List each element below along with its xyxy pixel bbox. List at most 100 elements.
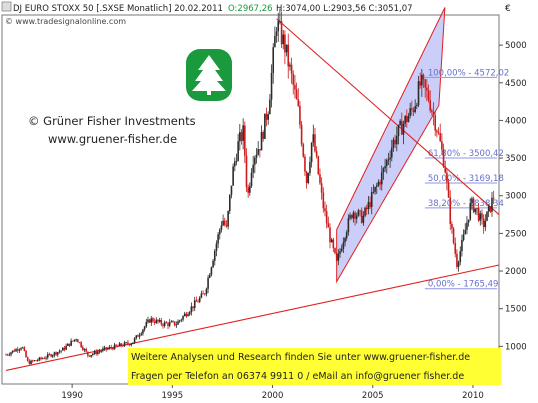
- y-tick-label: 2500: [505, 229, 527, 239]
- candle-body: [329, 227, 331, 243]
- candle-body: [215, 243, 218, 251]
- candle-body: [163, 322, 166, 326]
- candle-body: [13, 350, 16, 352]
- candle-body: [390, 147, 393, 158]
- candle-body: [93, 351, 96, 354]
- candle-body: [270, 72, 273, 100]
- candle-body: [416, 105, 418, 107]
- candle-body: [360, 210, 363, 223]
- x-tick-label: 1995: [162, 391, 184, 401]
- y-axis-ticks: 1000 1500 2000 2500 3000 3500 4000 4500 5000: [499, 41, 527, 352]
- candle-body: [198, 297, 201, 302]
- candle-body: [474, 208, 477, 213]
- candle-body: [457, 261, 460, 267]
- candle-body: [83, 349, 86, 350]
- candle-body: [122, 345, 124, 347]
- candle-body: [63, 347, 66, 350]
- candle-body: [327, 223, 330, 228]
- candle-body: [230, 185, 233, 195]
- candle-body: [349, 215, 351, 219]
- y-tick-label: 1500: [505, 305, 527, 315]
- candle-body: [127, 342, 129, 344]
- candle-body: [492, 197, 495, 199]
- candle-body: [357, 210, 360, 216]
- candle-body: [257, 149, 259, 155]
- candle-body: [50, 354, 52, 357]
- candle-body: [56, 352, 59, 355]
- fib-level-label: 100,00% - 4572,02: [428, 68, 509, 78]
- candle-body: [260, 132, 263, 151]
- candle-body: [148, 319, 151, 323]
- candle-body: [158, 320, 161, 322]
- candle-body: [287, 44, 290, 67]
- candle-body: [355, 215, 358, 219]
- candle-body: [409, 108, 411, 116]
- candle-body: [489, 206, 492, 212]
- candle-body: [87, 351, 89, 356]
- candle-body: [53, 352, 56, 356]
- header-title: DJ EURO STOXX 50 [.SXSE Monatlich] 20.02…: [13, 4, 223, 14]
- candle-body: [28, 361, 31, 364]
- candle-body: [454, 243, 457, 254]
- candle-body: [330, 239, 333, 243]
- y-tick-label: 3000: [505, 192, 527, 202]
- candle-body: [264, 113, 266, 139]
- candle-body: [285, 44, 288, 53]
- candle-body: [172, 321, 174, 323]
- candle-body: [135, 335, 138, 339]
- candle-body: [43, 358, 46, 360]
- candle-body: [312, 134, 315, 143]
- candle-body: [128, 343, 131, 346]
- price-series: [5, 8, 495, 365]
- candle-body: [302, 144, 305, 157]
- candle-body: [232, 166, 234, 186]
- candle-body: [317, 156, 320, 175]
- candle-body: [97, 351, 99, 354]
- candle-body: [441, 141, 443, 150]
- candle-body: [234, 161, 236, 167]
- candle-body: [402, 123, 405, 135]
- candle-body: [282, 34, 285, 45]
- company-website[interactable]: www.gruener-fisher.de: [48, 132, 177, 146]
- candle-body: [332, 239, 335, 249]
- candle-body: [208, 274, 211, 278]
- candle-body: [412, 109, 415, 112]
- candle-body: [150, 318, 153, 323]
- candle-body: [447, 182, 450, 198]
- candle-body: [436, 130, 438, 133]
- candle-body: [70, 340, 72, 346]
- candle-body: [484, 220, 487, 228]
- candle-body: [33, 360, 36, 362]
- candle-body: [367, 202, 370, 210]
- candle-body: [123, 342, 126, 346]
- candle-body: [118, 343, 121, 346]
- candle-body: [228, 194, 231, 212]
- candle-body: [82, 347, 84, 350]
- footer-line-2: Fragen per Telefon an 06374 9911 0 / eMa…: [131, 371, 464, 382]
- candle-body: [113, 344, 116, 350]
- candle-body: [462, 234, 465, 241]
- candle-body: [125, 342, 128, 344]
- candle-body: [72, 340, 74, 342]
- candle-body: [5, 354, 7, 356]
- candle-body: [152, 318, 154, 322]
- candle-body: [182, 316, 184, 320]
- candle-body: [142, 329, 144, 334]
- candle-body: [399, 120, 401, 125]
- candle-body: [406, 116, 408, 122]
- candle-body: [178, 320, 181, 322]
- y-tick-label: 2000: [505, 267, 527, 277]
- candle-body: [404, 116, 406, 124]
- candle-body: [65, 345, 67, 350]
- candle-body: [165, 322, 168, 324]
- fib-level-label: 38,20% - 2838,34: [428, 199, 504, 209]
- candle-body: [102, 348, 104, 351]
- contact-footer: Weitere Analysen und Research finden Sie…: [128, 348, 501, 385]
- x-axis-ticks: 1990 1995 2000 2005 2010: [61, 384, 484, 401]
- candle-body: [375, 185, 378, 187]
- candle-body: [414, 106, 416, 112]
- candle-body: [324, 208, 326, 212]
- candle-body: [58, 351, 61, 353]
- candle-body: [452, 228, 455, 244]
- collapse-icon[interactable]: [1, 1, 12, 12]
